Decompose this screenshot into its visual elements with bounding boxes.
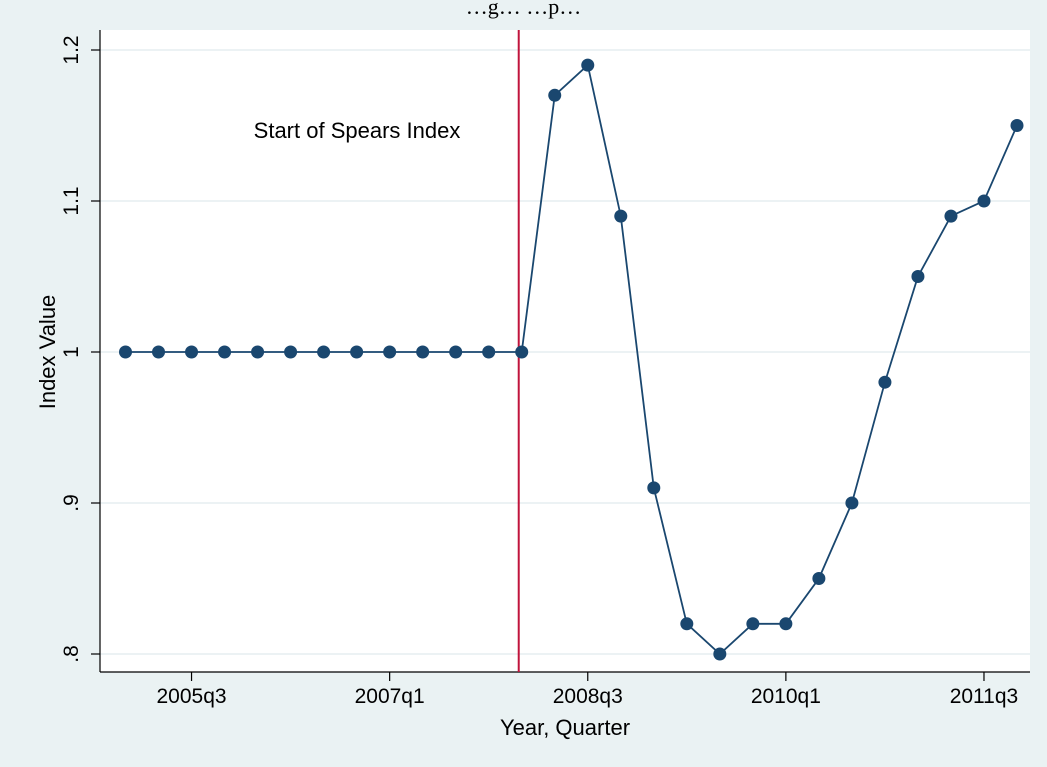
- data-point: [251, 345, 265, 359]
- data-point: [647, 481, 661, 495]
- data-point: [878, 375, 892, 389]
- x-tick-label: 2008q3: [553, 685, 623, 708]
- data-point: [1010, 119, 1024, 132]
- data-point: [218, 345, 232, 359]
- data-point: [812, 572, 826, 585]
- data-point: [746, 617, 760, 631]
- y-tick-label: 1.1: [60, 186, 83, 215]
- data-point: [713, 647, 727, 661]
- data-point: [515, 345, 529, 359]
- x-tick-label: 2010q1: [751, 685, 821, 708]
- x-axis-title: Year, Quarter: [500, 715, 630, 740]
- y-tick-label: .9: [60, 494, 83, 512]
- data-point: [152, 345, 166, 359]
- x-tick-label: 2007q1: [355, 685, 425, 708]
- data-point: [614, 209, 628, 223]
- data-point: [350, 345, 364, 359]
- data-point: [383, 345, 397, 359]
- data-point: [680, 617, 694, 631]
- data-point: [548, 88, 562, 102]
- series-line: [125, 63, 1018, 656]
- data-point: [779, 617, 793, 631]
- x-tick-label: 2011q3: [950, 685, 1019, 708]
- data-point: [581, 58, 595, 72]
- data-point: [284, 345, 298, 359]
- data-point: [977, 194, 991, 208]
- data-point: [119, 345, 132, 359]
- x-tick-label: 2005q3: [156, 685, 226, 708]
- data-point: [317, 345, 331, 359]
- plot-area: [100, 30, 1030, 672]
- data-point: [845, 496, 859, 510]
- data-point: [482, 345, 496, 359]
- data-point: [944, 209, 958, 223]
- data-point: [185, 345, 199, 359]
- data-point: [416, 345, 430, 359]
- data-point: [911, 270, 925, 283]
- y-tick-label: 1: [60, 346, 83, 358]
- y-axis-title: Index Value: [35, 295, 60, 410]
- y-tick-label: 1.2: [60, 35, 83, 64]
- annotation-label: Start of Spears Index: [254, 118, 461, 143]
- chart-title: …g… …p…: [465, 0, 582, 19]
- y-tick-label: .8: [60, 645, 83, 663]
- data-point: [449, 345, 463, 359]
